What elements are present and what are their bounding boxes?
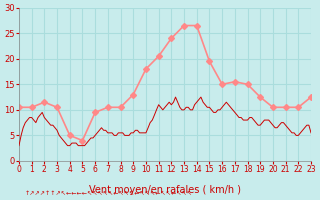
X-axis label: Vent moyen/en rafales ( km/h ): Vent moyen/en rafales ( km/h ) [89,185,241,195]
Text: ↑↗↗↗↑↑↗↖←←←←↖↖↖↖↖←↖↖↖←↖↖↖←↖↖←↖↖↖: ↑↗↗↗↑↑↗↖←←←←↖↖↖↖↖←↖↖↖←↖↖↖←↖↖←↖↖↖ [25,191,193,196]
